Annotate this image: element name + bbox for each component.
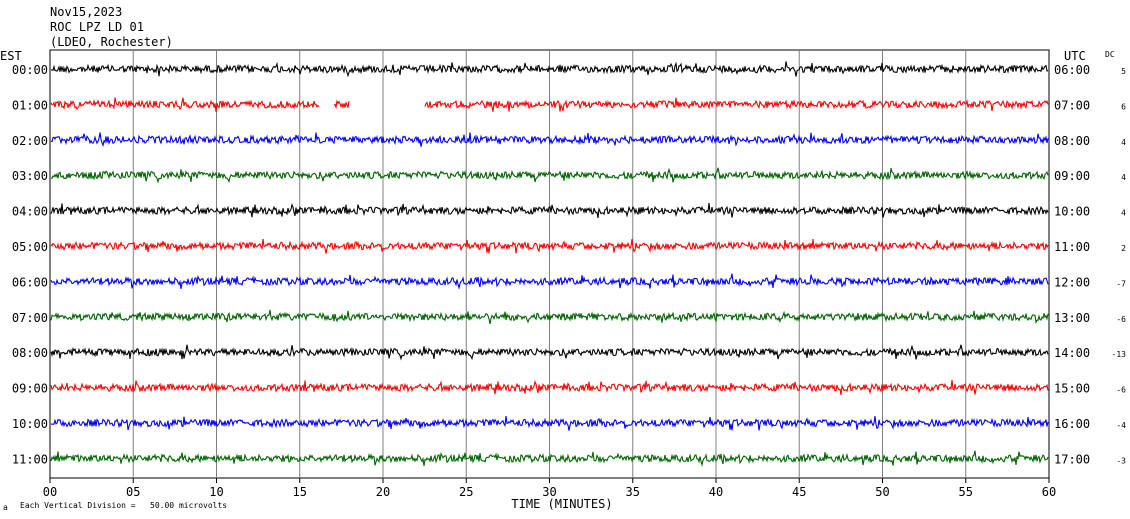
dc-offset-label: -3 bbox=[1116, 456, 1126, 465]
est-time-label: 04:00 bbox=[12, 205, 48, 219]
utc-time-label: 09:00 bbox=[1054, 169, 1090, 183]
trace-row bbox=[50, 344, 1049, 361]
trace-row bbox=[50, 61, 1049, 78]
dc-header: DC bbox=[1105, 50, 1115, 59]
trace-row bbox=[51, 167, 1049, 184]
trace-row bbox=[50, 379, 1049, 395]
x-axis-title: TIME (MINUTES) bbox=[511, 497, 612, 511]
dc-offset-label: -13 bbox=[1112, 350, 1127, 359]
est-time-label: 07:00 bbox=[12, 311, 48, 325]
dc-offset-label: 4 bbox=[1121, 173, 1126, 182]
x-axis-ticks: 00 05 10 15 20 25 30 35 40 45 50 55 60 bbox=[43, 478, 1056, 499]
scale-note: Each Vertical Division = 50.00 microvolt… bbox=[20, 501, 227, 510]
row-labels: 00:00 06:00 5 01:00 07:00 6 02:00 08:00 4 03:00 09… bbox=[12, 63, 1126, 466]
utc-time-label: 14:00 bbox=[1054, 346, 1090, 360]
x-tick-label: 30 bbox=[542, 485, 556, 499]
footer-mark: a bbox=[3, 503, 8, 512]
trace-row bbox=[50, 415, 1049, 431]
utc-time-label: 13:00 bbox=[1054, 311, 1090, 325]
utc-time-label: 11:00 bbox=[1054, 240, 1090, 254]
est-time-label: 01:00 bbox=[12, 98, 48, 112]
dc-offset-label: -4 bbox=[1116, 421, 1126, 430]
x-tick-label: 45 bbox=[792, 485, 806, 499]
trace-row bbox=[50, 132, 1049, 148]
dc-offset-label: 6 bbox=[1121, 102, 1126, 111]
est-time-label: 10:00 bbox=[12, 417, 48, 431]
trace-row bbox=[50, 309, 1049, 325]
x-tick-label: 25 bbox=[459, 485, 473, 499]
x-tick-label: 20 bbox=[376, 485, 390, 499]
dc-offset-label: -7 bbox=[1116, 279, 1126, 288]
dc-offset-label: 4 bbox=[1121, 209, 1126, 218]
dc-offset-label: -6 bbox=[1116, 386, 1126, 395]
est-time-label: 09:00 bbox=[12, 382, 48, 396]
x-tick-label: 55 bbox=[959, 485, 973, 499]
station-code: ROC LPZ LD 01 bbox=[50, 20, 144, 34]
dc-offset-label: 4 bbox=[1121, 138, 1126, 147]
utc-time-label: 12:00 bbox=[1054, 275, 1090, 289]
est-time-label: 00:00 bbox=[12, 63, 48, 77]
x-tick-label: 35 bbox=[626, 485, 640, 499]
utc-header: UTC bbox=[1064, 49, 1086, 63]
x-tick-label: 40 bbox=[709, 485, 723, 499]
x-tick-label: 05 bbox=[126, 485, 140, 499]
est-time-label: 08:00 bbox=[12, 346, 48, 360]
est-time-label: 03:00 bbox=[12, 169, 48, 183]
utc-time-label: 15:00 bbox=[1054, 382, 1090, 396]
dc-offset-label: -6 bbox=[1116, 315, 1126, 324]
x-tick-label: 10 bbox=[209, 485, 223, 499]
x-tick-label: 15 bbox=[293, 485, 307, 499]
est-header: EST bbox=[0, 49, 22, 63]
utc-time-label: 08:00 bbox=[1054, 134, 1090, 148]
record-date: Nov15,2023 bbox=[50, 5, 122, 19]
est-time-label: 05:00 bbox=[12, 240, 48, 254]
est-time-label: 11:00 bbox=[12, 452, 48, 466]
trace-row bbox=[50, 202, 1049, 218]
trace-row bbox=[50, 238, 1049, 254]
trace-row bbox=[50, 273, 1049, 290]
est-time-label: 02:00 bbox=[12, 134, 48, 148]
trace-row bbox=[50, 450, 1049, 467]
utc-time-label: 06:00 bbox=[1054, 63, 1090, 77]
est-time-label: 06:00 bbox=[12, 275, 48, 289]
dc-offset-label: 2 bbox=[1121, 244, 1126, 253]
network-label: (LDEO, Rochester) bbox=[50, 35, 173, 49]
utc-time-label: 17:00 bbox=[1054, 452, 1090, 466]
vertical-grid bbox=[132, 50, 967, 478]
dc-offset-label: 5 bbox=[1121, 67, 1126, 76]
utc-time-label: 10:00 bbox=[1054, 205, 1090, 219]
x-tick-label: 00 bbox=[43, 485, 57, 499]
trace-row bbox=[50, 97, 1049, 112]
seismic-traces bbox=[50, 61, 1049, 467]
utc-time-label: 16:00 bbox=[1054, 417, 1090, 431]
x-tick-label: 60 bbox=[1042, 485, 1056, 499]
utc-time-label: 07:00 bbox=[1054, 98, 1090, 112]
x-tick-label: 50 bbox=[875, 485, 889, 499]
